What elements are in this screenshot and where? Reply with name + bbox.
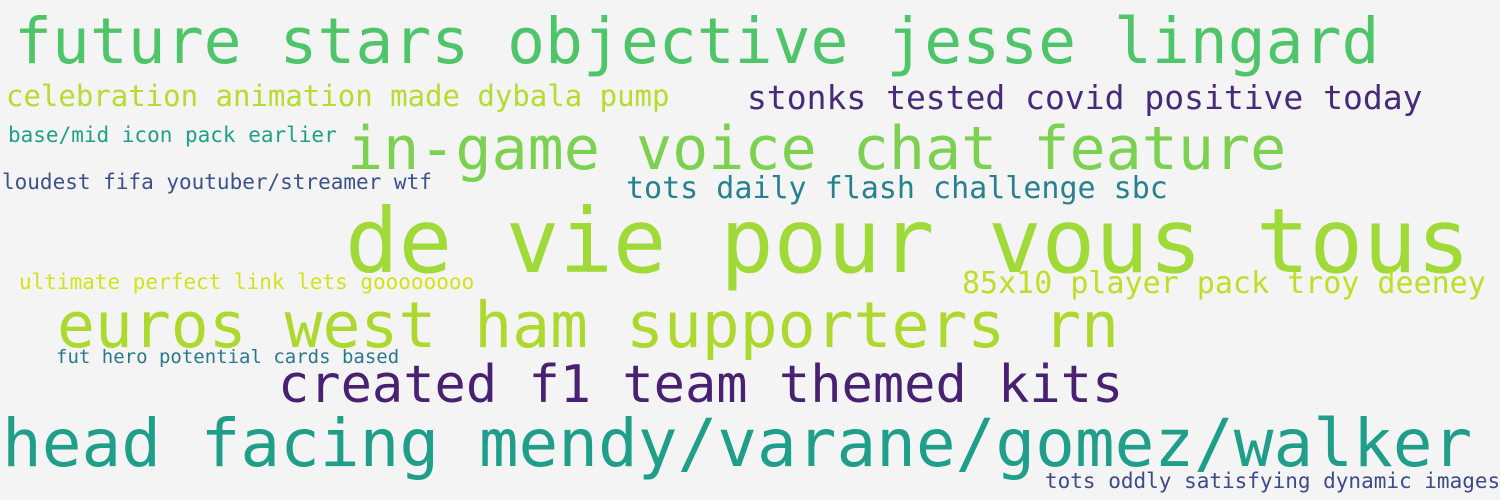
phrase-future-stars: future stars objective jesse lingard: [14, 5, 1380, 78]
phrase-stonks: stonks tested covid positive today: [747, 78, 1423, 117]
phrase-fut-hero: fut hero potential cards based: [56, 346, 400, 368]
phrase-head-facing: head facing mendy/varane/gomez/walker: [2, 405, 1473, 482]
phrase-base-mid-icon: base/mid icon pack earlier: [8, 123, 337, 147]
phrase-loudest-fifa: loudest fifa youtuber/streamer wtf: [2, 170, 432, 194]
phrase-ultimate-perfect: ultimate perfect link lets goooooooo: [19, 270, 475, 294]
phrase-tots-daily: tots daily flash challenge sbc: [626, 171, 1168, 206]
phrase-in-game-voice: in-game voice chat feature: [347, 114, 1287, 184]
phrase-celebration: celebration animation made dybala pump: [6, 79, 670, 113]
phrase-created-f1: created f1 team themed kits: [278, 355, 1124, 415]
phrase-de-vie: de vie pour vous tous: [345, 189, 1471, 293]
phrase-tots-oddly: tots oddly satisfying dynamic images: [1045, 469, 1500, 493]
phrase-euros-west-ham: euros west ham supporters rn: [57, 289, 1120, 362]
phrase-85x10-player: 85x10 player pack troy deeney: [962, 266, 1486, 301]
